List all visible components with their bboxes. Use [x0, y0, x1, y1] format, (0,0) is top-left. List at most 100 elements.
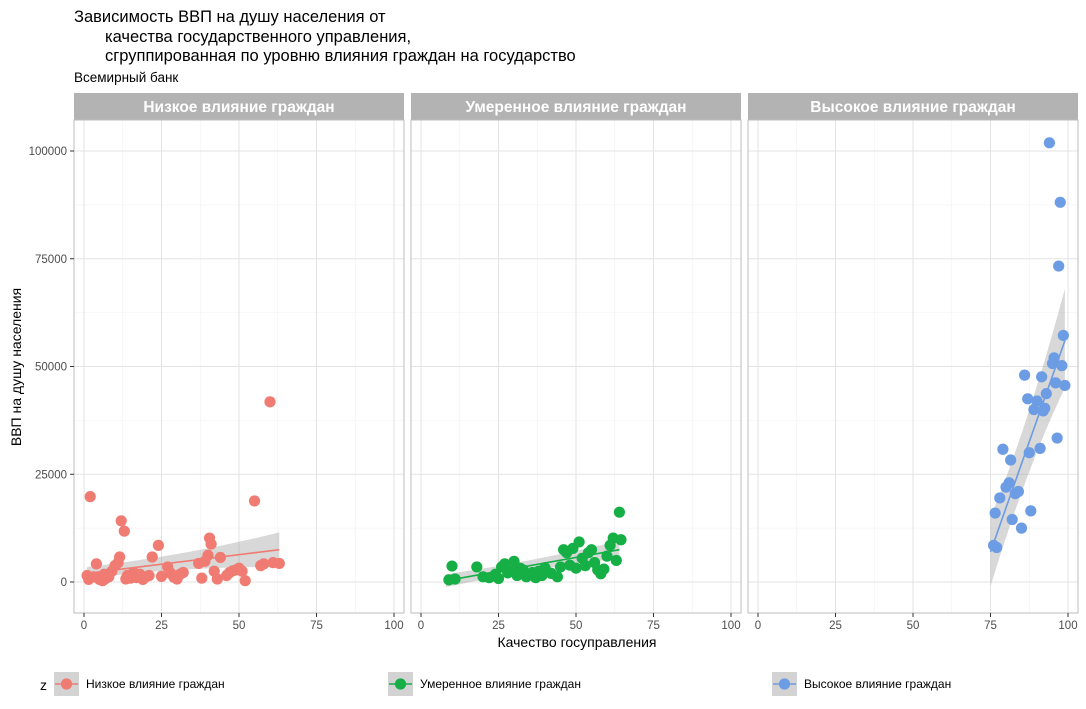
data-point	[1050, 377, 1062, 389]
data-point	[1028, 404, 1040, 416]
data-point	[273, 557, 285, 570]
data-point	[1059, 379, 1071, 392]
data-point	[236, 565, 248, 577]
y-tick-label: 100000	[29, 146, 67, 158]
x-tick-label: 50	[233, 620, 246, 632]
facet-strip	[411, 93, 741, 120]
data-point	[449, 573, 461, 585]
data-point	[1034, 442, 1046, 454]
x-tick-label: 25	[155, 620, 168, 632]
data-point	[579, 560, 591, 572]
data-point	[155, 570, 168, 582]
legend-item: Низкое влияние граждан	[54, 672, 225, 696]
data-point	[1057, 329, 1069, 342]
facet-strip-label: Высокое влияние граждан	[810, 99, 1015, 116]
confidence-band	[990, 288, 1065, 587]
legend-label: Низкое влияние граждан	[86, 677, 225, 691]
data-point	[994, 492, 1006, 504]
x-axis-label: Качество госуправления	[497, 634, 656, 650]
x-tick-label: 50	[570, 620, 583, 632]
chart-title-line-2: качества государственного управления,	[105, 28, 411, 46]
data-point	[152, 539, 164, 551]
data-point	[573, 536, 585, 548]
data-point	[118, 525, 130, 537]
x-tick-label: 0	[755, 620, 761, 632]
x-tick-label: 100	[721, 620, 740, 632]
facet-strip-label: Низкое влияние граждан	[143, 99, 334, 116]
data-point	[1022, 393, 1034, 405]
data-point	[1056, 360, 1068, 372]
x-tick-label: 50	[907, 620, 920, 632]
x-tick-label: 0	[81, 620, 87, 632]
y-tick-label: 25000	[35, 469, 67, 481]
data-point	[1051, 432, 1063, 444]
data-point	[997, 443, 1009, 455]
data-point	[114, 551, 126, 563]
data-point	[143, 569, 155, 582]
legend-item: Умеренное влияние граждан	[388, 672, 581, 696]
trend-line	[989, 340, 1066, 553]
data-point	[1015, 522, 1028, 534]
trend-line	[87, 548, 280, 575]
y-tick-label: 75000	[35, 254, 67, 266]
data-point	[610, 554, 622, 567]
y-tick-label: 50000	[35, 362, 67, 374]
legend-key-point	[778, 678, 791, 690]
data-point	[499, 558, 511, 570]
data-point	[601, 550, 613, 562]
x-tick-label: 75	[310, 620, 323, 632]
legend-item: Высокое влияние граждан	[772, 672, 951, 696]
data-point	[1006, 513, 1018, 526]
data-point	[1012, 485, 1024, 498]
data-point	[1048, 352, 1060, 364]
data-point	[1003, 477, 1015, 489]
legend-label: Высокое влияние граждан	[804, 677, 951, 691]
y-axis-label: ВВП на душу населения	[8, 288, 24, 446]
legend-title: z	[40, 677, 47, 693]
data-point	[446, 560, 458, 572]
data-point	[1023, 447, 1035, 459]
facet-strip	[748, 93, 1078, 120]
data-point	[1036, 371, 1048, 383]
legend-label: Умеренное влияние граждан	[420, 677, 581, 691]
facet-panel: Умеренное влияние граждан 0 25 50 75 100	[410, 93, 742, 632]
data-point	[1031, 395, 1043, 407]
data-point	[598, 563, 610, 575]
data-point	[991, 541, 1003, 554]
data-point	[492, 572, 505, 585]
data-point	[115, 515, 127, 527]
data-point	[90, 558, 102, 570]
data-point	[248, 495, 261, 507]
y-axis: 0 25000 50000 75000 100000	[29, 146, 74, 589]
data-point	[264, 396, 276, 408]
data-point	[989, 507, 1001, 519]
data-point	[615, 534, 627, 546]
facet-strip-label: Умеренное влияние граждан	[465, 99, 686, 116]
x-tick-label: 75	[647, 620, 660, 632]
data-point	[554, 561, 567, 573]
chart-title-line-1: Зависимость ВВП на душу населения от	[74, 8, 386, 26]
chart-title-line-3: сгруппированная по уровню влияния гражда…	[105, 47, 576, 65]
data-point	[196, 572, 208, 584]
legend-key-point	[60, 678, 73, 690]
data-point	[471, 561, 483, 573]
legend-key-point	[394, 678, 407, 690]
data-point	[1039, 402, 1051, 414]
y-tick-label: 0	[61, 577, 67, 589]
data-point	[1025, 505, 1037, 517]
x-tick-label: 75	[984, 620, 997, 632]
data-point	[205, 538, 217, 550]
x-tick-label: 100	[384, 620, 403, 632]
x-tick-label: 25	[492, 620, 505, 632]
facet-strip	[74, 93, 404, 120]
legend: z Низкое влияние граждан Умеренное влияни…	[40, 672, 951, 696]
data-point	[177, 566, 189, 579]
data-point	[613, 506, 626, 518]
data-point	[585, 544, 598, 556]
data-point	[1005, 454, 1017, 466]
data-point	[570, 562, 582, 574]
data-point	[258, 558, 270, 570]
x-tick-label: 0	[418, 620, 424, 632]
data-point	[214, 551, 226, 564]
